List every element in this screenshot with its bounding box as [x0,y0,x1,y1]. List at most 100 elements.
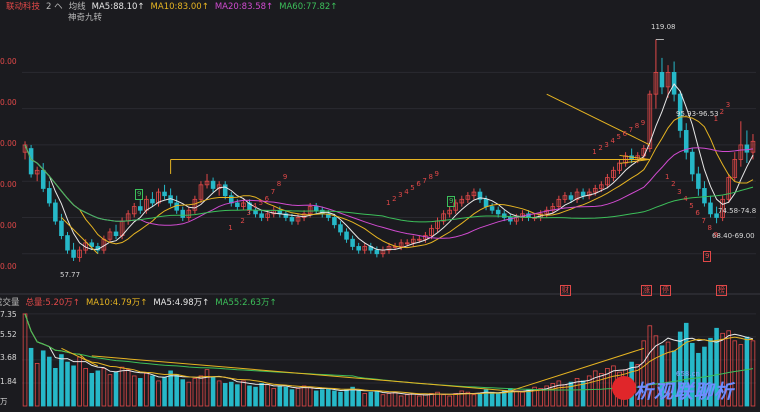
stock-name[interactable]: 联动科技 [6,2,41,12]
candle [229,195,234,204]
ma10-line [24,116,754,249]
price-tick: 0.00 [0,98,17,107]
stock-suffix[interactable]: 2 ヘ [46,2,63,12]
volume-bar [210,376,216,407]
nine-turn-mark: 4 [683,194,688,203]
candle [447,209,452,215]
ma20-value: MA20:83.58↑ [214,2,274,12]
candle [696,173,701,189]
volume-bar [180,379,186,407]
volume-bar [574,378,580,407]
nine-turn-mark: 9 [640,118,646,127]
candle [313,206,319,211]
candle [150,198,155,204]
candle [647,93,653,149]
volume-bar [362,393,368,407]
candle [216,184,222,189]
volume-bar [241,380,246,407]
volume-bar [192,378,198,407]
ma-label[interactable]: 均线 [68,2,86,12]
candle [750,140,756,153]
annotation-arrowhead [619,154,650,164]
volume-bar [477,393,483,407]
nine-turn-mark: 2 [598,144,603,153]
volume-bar [307,386,313,407]
volume-bar [732,340,738,407]
event-badge-financial[interactable]: 财 [560,285,571,296]
candle [592,188,598,193]
volume-ma55: MA55:2.63万↑ [215,298,277,308]
annotation-volume-line [91,355,511,392]
candle [720,198,725,218]
nine-turn-mark: 1 [228,223,233,232]
volume-bar [514,390,519,407]
candle [344,231,349,240]
volume-bar [344,389,349,407]
annotation-volume-line [61,347,99,367]
candle [599,184,604,189]
candle [489,206,495,211]
range-label-1: 95.93-96.53 [676,110,719,118]
volume-bar [538,388,543,407]
volume-bar [750,340,756,407]
nine-turn-mark: 9 [282,173,288,182]
candle [665,72,671,88]
watermark-text: 析观联聊析 [634,381,735,403]
volume-bar [726,330,731,407]
event-badge-limit-up[interactable]: 涨 [641,285,652,296]
candle [65,235,70,251]
candle [107,231,113,240]
volume-bar [271,388,277,407]
candle [301,213,307,218]
volume-bar [83,367,88,407]
candle [28,148,34,175]
nine-turn-mark: 5 [410,184,415,193]
volume-bar [71,365,76,407]
candle [362,246,368,251]
volume-bar [144,373,149,407]
volume-bar [89,373,95,407]
candle [677,93,683,131]
volume-bar [265,384,270,407]
volume-bar [380,394,386,407]
candle [465,195,471,200]
volume-bar [95,370,101,407]
candle [259,213,264,218]
watermark-logo-icon [612,376,636,400]
volume-bar [34,362,40,407]
volume-bar [156,380,161,407]
volume-bar [350,386,355,407]
nine-turn-mark: 3 [246,209,251,218]
candle [307,206,313,215]
candle [283,213,289,218]
candle [89,242,95,247]
nine-turn-mark: 6 [622,129,628,138]
volume-bar [653,335,659,407]
event-badge-ranking[interactable]: 榜 [716,285,727,296]
candle [332,217,337,226]
candle [653,72,659,95]
volume-bar [59,354,64,407]
candle [77,249,82,258]
volume-bar [404,394,410,407]
volume-bar [714,327,719,407]
nine-turn-mark: 4 [404,187,409,196]
event-badge-suspend[interactable]: 停 [660,285,671,296]
candle [53,202,58,222]
price-tick: 0.00 [0,180,17,189]
nine-turn-mark: 7 [270,187,276,196]
volume-bar [605,367,610,407]
volume-bar [301,385,307,407]
candle [180,209,186,218]
volume-bar [495,393,501,407]
annotation-line [61,217,99,255]
candle [732,159,738,178]
nine-turn-mark: 2 [671,180,676,189]
nine-turn-mark: 3 [604,140,609,149]
candle [210,180,216,189]
indicator-name[interactable]: 神奇九转 [68,13,103,23]
annotation-volume-line [510,347,644,392]
price-tick: 0.00 [0,139,17,148]
